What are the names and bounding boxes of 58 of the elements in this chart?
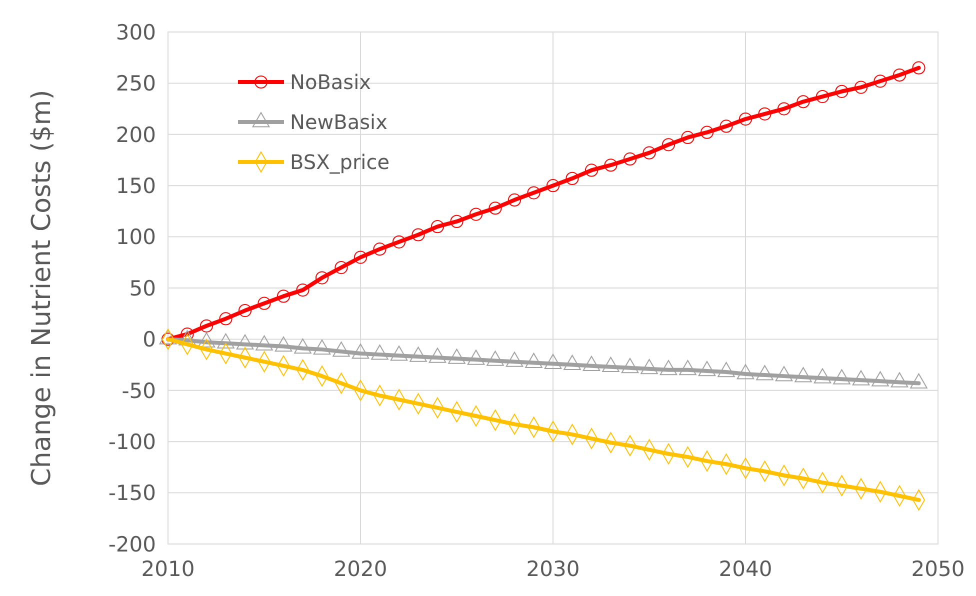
point	[527, 186, 540, 200]
point	[354, 250, 368, 264]
point	[796, 95, 810, 108]
point	[642, 146, 656, 160]
point	[315, 271, 329, 284]
point	[238, 304, 252, 318]
point	[681, 130, 694, 144]
y-tick-label: 150	[116, 174, 156, 198]
point	[623, 152, 637, 166]
point	[720, 120, 733, 133]
legend-label: NewBasix	[290, 110, 388, 134]
point	[450, 214, 464, 228]
point	[700, 126, 714, 139]
point	[200, 319, 214, 332]
point	[835, 84, 848, 98]
y-tick-label: -150	[108, 481, 156, 506]
y-tick-label: 300	[116, 20, 156, 44]
point	[604, 158, 618, 172]
y-axis-title: Change in Nutrient Costs ($m)	[27, 90, 57, 486]
point	[258, 296, 271, 310]
y-tick-label: 250	[116, 72, 156, 96]
point	[412, 228, 425, 242]
point	[892, 68, 906, 82]
point	[430, 220, 444, 234]
point	[912, 61, 926, 74]
point	[738, 112, 752, 126]
point	[296, 284, 310, 297]
x-tick-label: 2010	[141, 557, 195, 581]
y-tick-label: -50	[122, 378, 156, 403]
legend-label: NoBasix	[290, 70, 372, 94]
point	[854, 80, 868, 94]
point	[566, 172, 579, 185]
y-tick-label: 200	[116, 122, 156, 147]
point	[488, 202, 502, 215]
point	[508, 193, 522, 206]
point	[758, 107, 772, 120]
y-tick-label: 100	[116, 225, 156, 250]
point	[373, 242, 386, 256]
point	[874, 74, 887, 88]
y-tick-label: 50	[129, 276, 156, 300]
x-tick-label: 2030	[526, 557, 580, 581]
point	[777, 102, 791, 116]
x-tick-label: 2050	[911, 557, 965, 581]
point	[662, 138, 676, 152]
point	[219, 312, 232, 326]
point	[392, 235, 406, 248]
legend-label: BSX_price	[290, 150, 390, 174]
point	[469, 208, 483, 221]
x-tick-label: 2020	[334, 557, 388, 581]
point	[816, 90, 830, 104]
point	[546, 179, 560, 192]
y-tick-label: -100	[108, 430, 156, 454]
y-tick-label: -200	[108, 532, 156, 556]
point	[276, 290, 290, 303]
point	[584, 164, 598, 177]
y-tick-label: 0	[142, 328, 156, 352]
x-tick-label: 2040	[718, 557, 772, 581]
point	[334, 260, 348, 274]
